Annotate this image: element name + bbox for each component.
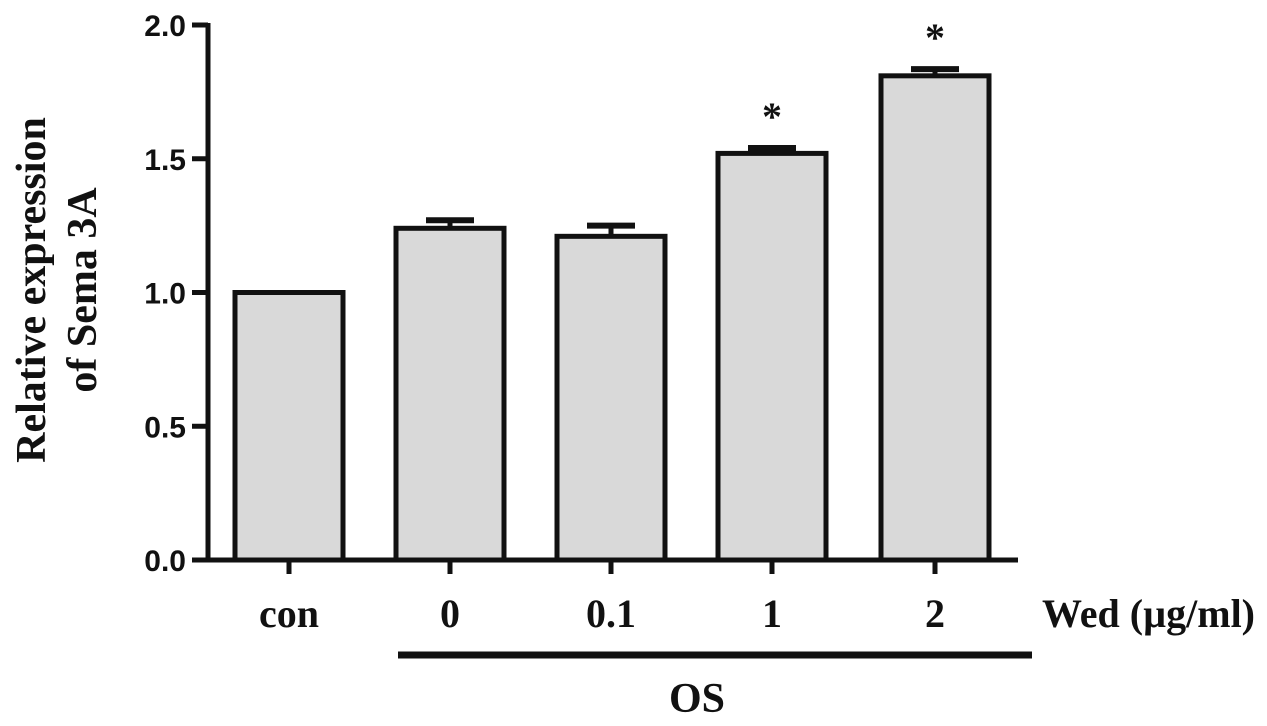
- y-tick-label: 1.0: [144, 278, 186, 311]
- bar: [232, 290, 346, 563]
- x-tick-label: 2: [925, 591, 945, 636]
- x-tick-label: 0.1: [586, 591, 636, 636]
- y-axis-title-line: Relative expression: [9, 117, 55, 463]
- significance-marker: *: [925, 15, 945, 60]
- x-tick-label: 0: [440, 591, 460, 636]
- y-tick-label: 2.0: [144, 10, 186, 43]
- y-tick-label: 0.5: [144, 411, 186, 444]
- y-axis-title-line: of Sema 3A: [60, 187, 106, 393]
- y-axis-title: Relative expression of Sema 3A: [9, 117, 106, 463]
- group-label-os: OS: [669, 676, 725, 722]
- bar: [393, 225, 507, 563]
- x-tick-label: con: [259, 591, 319, 636]
- x-axis: con 0 0.1 1 2: [206, 557, 1018, 636]
- x-tick-label: 1: [762, 591, 782, 636]
- bar: [878, 73, 992, 563]
- dose-unit-label: Wed (µg/ml): [1042, 591, 1255, 636]
- significance-marker: *: [762, 94, 782, 139]
- bar: [554, 233, 668, 563]
- y-tick-label: 0.0: [144, 545, 186, 578]
- y-axis: 0.0 0.5 1.0 1.5 2.0: [144, 10, 211, 578]
- bar: [715, 150, 829, 563]
- y-tick-label: 1.5: [144, 144, 186, 177]
- bars: **: [232, 15, 992, 563]
